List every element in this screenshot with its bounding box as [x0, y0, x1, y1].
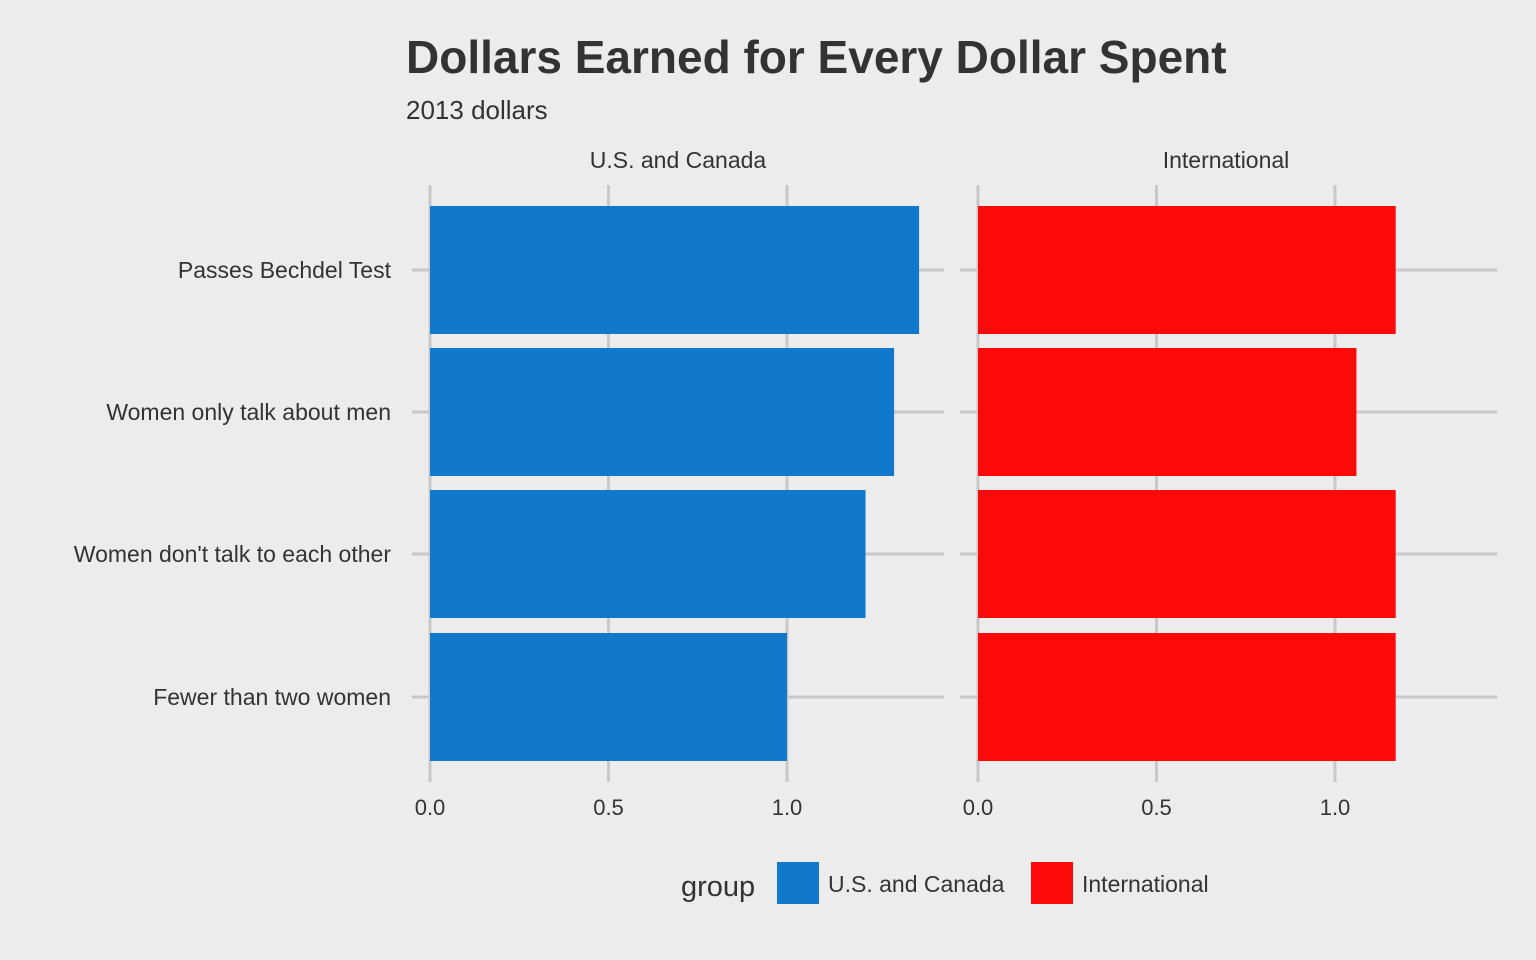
category-label: Women only talk about men: [106, 399, 391, 425]
panel-1: International 0.0 0.5 1.0: [960, 147, 1497, 820]
legend-swatch: [777, 862, 819, 904]
chart-subtitle: 2013 dollars: [406, 95, 548, 125]
x-tick-label: 1.0: [772, 795, 803, 820]
bar: [430, 490, 866, 618]
bar: [430, 633, 787, 761]
x-tick-label: 0.5: [1141, 795, 1172, 820]
legend-label: U.S. and Canada: [828, 871, 1005, 897]
legend-title: group: [681, 871, 755, 903]
category-label: Fewer than two women: [153, 684, 391, 710]
bar: [978, 633, 1396, 761]
bar: [978, 348, 1357, 476]
chart-title: Dollars Earned for Every Dollar Spent: [406, 31, 1227, 83]
panel-strip-label: International: [1163, 147, 1290, 173]
panel-0: U.S. and Canada 0.0 0.5 1.0: [412, 147, 944, 820]
category-label: Passes Bechdel Test: [178, 257, 392, 283]
bar: [978, 206, 1396, 334]
x-tick-label: 0.5: [593, 795, 624, 820]
panels: U.S. and Canada 0.0 0.5 1.0 International 0.0…: [412, 147, 1497, 820]
legend-entry: International: [1031, 862, 1209, 904]
legend-entry: U.S. and Canada: [777, 862, 1005, 904]
bar: [430, 348, 895, 476]
x-tick-label: 0.0: [963, 795, 994, 820]
category-labels: Passes Bechdel Test Women only talk about…: [74, 257, 392, 710]
bar: [430, 206, 920, 334]
category-label: Women don't talk to each other: [74, 541, 392, 567]
legend-entries: U.S. and Canada International: [777, 862, 1209, 904]
x-tick-label: 0.0: [415, 795, 446, 820]
x-tick-label: 1.0: [1320, 795, 1351, 820]
legend-label: International: [1082, 871, 1209, 897]
panel-strip-label: U.S. and Canada: [590, 147, 767, 173]
legend: group U.S. and Canada International: [681, 862, 1209, 904]
legend-swatch: [1031, 862, 1073, 904]
bar: [978, 490, 1396, 618]
